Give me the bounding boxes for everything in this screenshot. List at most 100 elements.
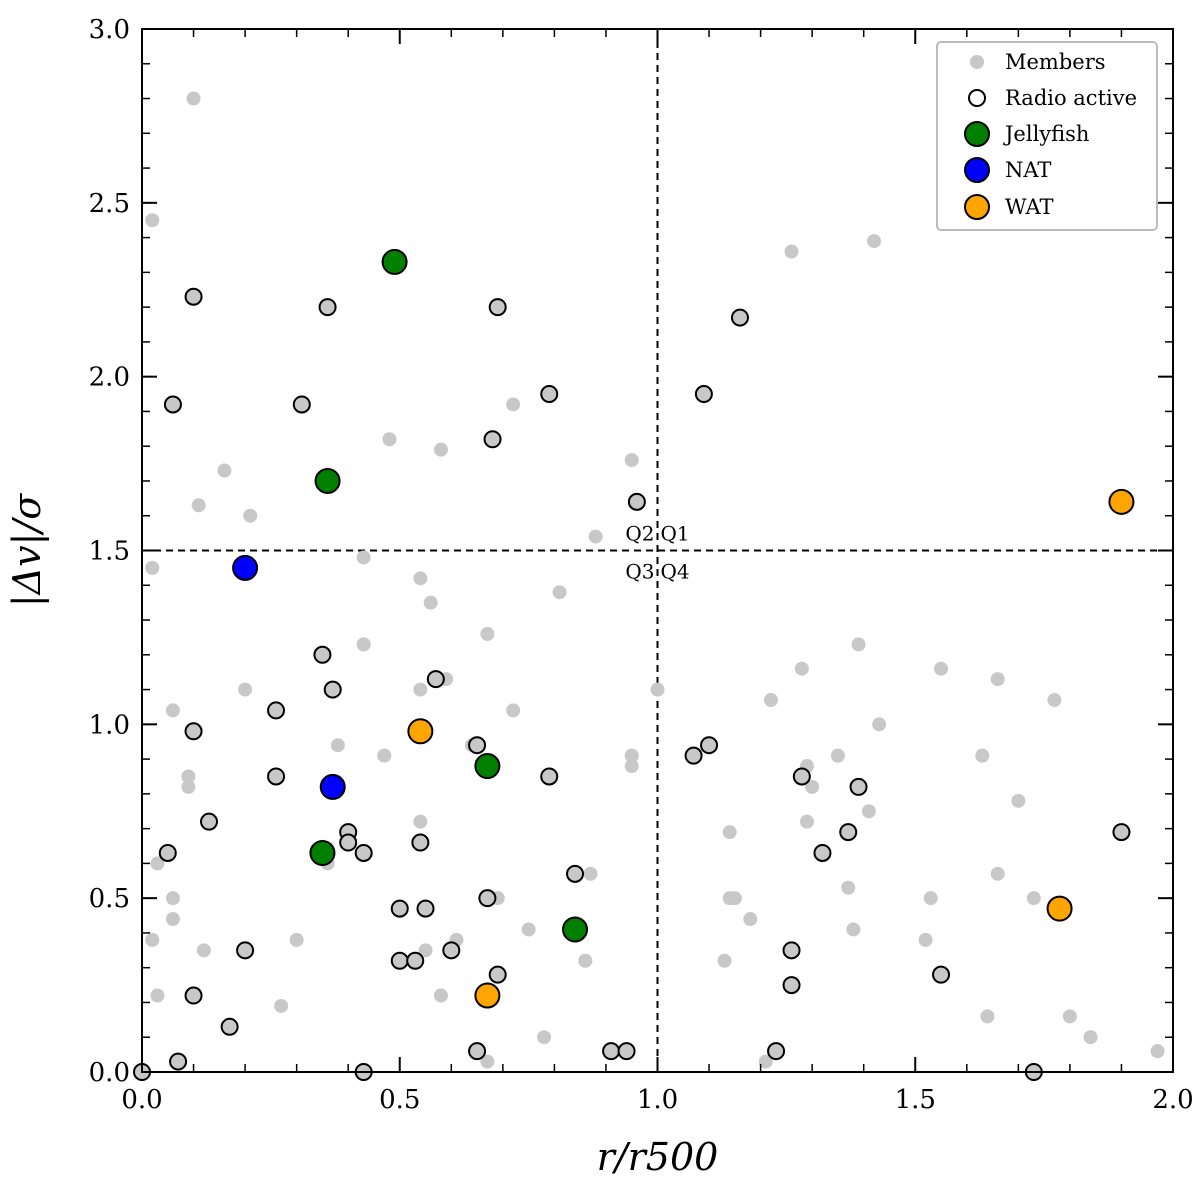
member-point <box>1047 692 1062 707</box>
radio-active-point <box>313 645 332 664</box>
jellyfish-point <box>314 467 341 494</box>
radio-active-point <box>184 986 203 1005</box>
member-point <box>413 682 428 697</box>
radio-active-point <box>700 736 719 755</box>
member-point <box>145 932 160 947</box>
member-point <box>150 856 165 871</box>
radio-active-point <box>354 843 373 862</box>
radio-active-point <box>390 951 409 970</box>
member-point <box>165 703 180 718</box>
radio-active-point <box>267 701 286 720</box>
member-point <box>356 550 371 565</box>
member-point <box>377 748 392 763</box>
member-point <box>805 779 820 794</box>
member-point <box>433 442 448 457</box>
wat-point <box>474 982 501 1009</box>
legend-marker-radio-active <box>968 89 986 107</box>
radio-active-point <box>813 843 832 862</box>
quadrant-label-q4: Q4 <box>661 560 690 584</box>
member-point <box>150 988 165 1003</box>
radio-active-point <box>684 746 703 765</box>
member-point <box>578 953 593 968</box>
y-axis-label: |Δv|/σ <box>5 493 49 607</box>
radio-active-point <box>442 941 461 960</box>
member-point <box>588 529 603 544</box>
x-tick-label: 1.5 <box>895 1085 936 1115</box>
member-point <box>413 571 428 586</box>
radio-active-point <box>488 965 507 984</box>
radio-active-point <box>488 298 507 317</box>
member-point <box>480 1054 495 1069</box>
y-tick-label: 2.5 <box>89 189 130 219</box>
member-point <box>1026 891 1041 906</box>
wat-point <box>1046 895 1073 922</box>
member-point <box>784 244 799 259</box>
member-point <box>1011 793 1026 808</box>
radio-active-point <box>782 976 801 995</box>
member-point <box>861 804 876 819</box>
member-point <box>743 912 758 927</box>
radio-active-point <box>839 823 858 842</box>
member-point <box>624 759 639 774</box>
member-point <box>165 891 180 906</box>
nat-point <box>319 773 346 800</box>
quadrant-label-q3: Q3 <box>625 560 654 584</box>
radio-active-point <box>792 767 811 786</box>
wat-point <box>1108 488 1135 515</box>
y-tick-label: 0.5 <box>89 884 130 914</box>
member-point <box>196 943 211 958</box>
member-point <box>851 637 866 652</box>
radio-active-point <box>617 1042 636 1061</box>
member-point <box>330 738 345 753</box>
legend-marker-jellyfish <box>964 121 990 147</box>
x-tick-label: 1.0 <box>637 1085 678 1115</box>
member-point <box>722 825 737 840</box>
member-point <box>650 682 665 697</box>
member-point <box>722 891 737 906</box>
jellyfish-point <box>562 916 589 943</box>
member-point <box>382 432 397 447</box>
radio-active-point <box>318 298 337 317</box>
member-point <box>624 453 639 468</box>
reference-lines <box>142 29 1173 1072</box>
member-point <box>763 692 778 707</box>
y-tick-label: 1.5 <box>89 537 130 567</box>
y-tick-label: 2.0 <box>89 363 130 393</box>
member-point <box>186 91 201 106</box>
radio-active-point <box>323 680 342 699</box>
radio-active-point <box>849 777 868 796</box>
radio-active-point <box>339 833 358 852</box>
radio-active-point <box>169 1052 188 1071</box>
member-point <box>413 814 428 829</box>
radio-active-point <box>478 889 497 908</box>
member-point <box>165 912 180 927</box>
radio-active-point <box>730 308 749 327</box>
member-point <box>980 1009 995 1024</box>
member-point <box>758 1054 773 1069</box>
member-point <box>217 463 232 478</box>
radio-active-point <box>483 430 502 449</box>
radio-active-point <box>220 1017 239 1036</box>
x-tick-label: 0.5 <box>379 1085 420 1115</box>
member-point <box>181 779 196 794</box>
nat-point <box>232 554 259 581</box>
member-point <box>1150 1044 1165 1059</box>
legend-marker-members <box>970 55 984 69</box>
member-point <box>423 595 438 610</box>
member-point <box>583 866 598 881</box>
radio-active-point <box>602 1042 621 1061</box>
member-point <box>418 943 433 958</box>
radio-active-point <box>426 670 445 689</box>
jellyfish-point <box>381 248 408 275</box>
member-point <box>238 682 253 697</box>
radio-active-point <box>468 736 487 755</box>
radio-active-point <box>158 843 177 862</box>
radio-active-point <box>782 941 801 960</box>
member-point <box>918 932 933 947</box>
quadrant-label-q1: Q1 <box>661 522 690 546</box>
member-point <box>145 560 160 575</box>
member-point <box>799 814 814 829</box>
legend-label-wat: WAT <box>1005 195 1054 219</box>
member-point <box>480 626 495 641</box>
jellyfish-point <box>309 839 336 866</box>
